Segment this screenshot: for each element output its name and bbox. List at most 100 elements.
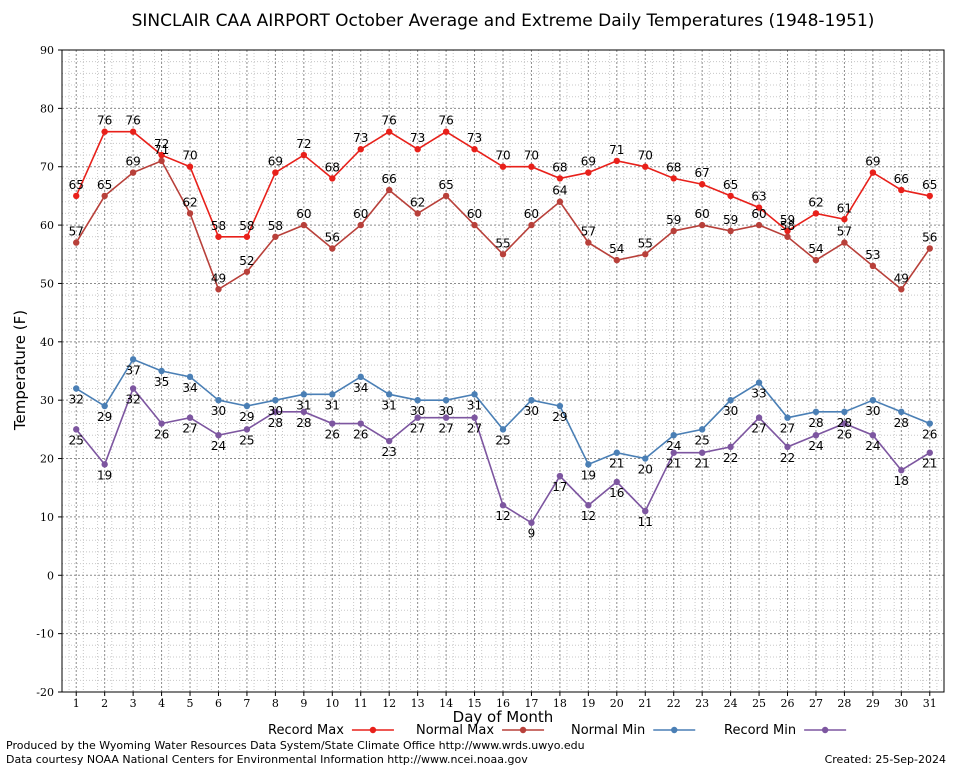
record-min-data-label: 25 bbox=[69, 433, 84, 447]
x-tick-label: 17 bbox=[524, 697, 538, 710]
record-min-point bbox=[272, 408, 279, 416]
normal-min-data-label: 35 bbox=[154, 375, 169, 389]
record-max-data-label: 69 bbox=[865, 155, 880, 169]
normal-max-point bbox=[812, 256, 820, 264]
record-max-data-label: 58 bbox=[211, 219, 226, 233]
x-tick-label: 10 bbox=[325, 697, 339, 710]
record-min-data-label: 24 bbox=[211, 439, 226, 453]
record-max-data-label: 61 bbox=[837, 201, 852, 215]
normal-min-point bbox=[101, 402, 108, 410]
x-tick-label: 2 bbox=[101, 697, 108, 710]
record-max-point bbox=[727, 192, 734, 200]
record-min-point bbox=[528, 519, 535, 526]
record-max-data-label: 65 bbox=[922, 178, 937, 192]
record-max-point bbox=[528, 163, 535, 170]
normal-min-data-label: 30 bbox=[410, 404, 425, 418]
record-min-point bbox=[698, 449, 706, 456]
x-tick-label: 16 bbox=[496, 697, 510, 710]
record-min-data-label: 27 bbox=[182, 422, 197, 436]
normal-max-point bbox=[755, 221, 763, 229]
record-min-point bbox=[414, 414, 421, 421]
record-min-point bbox=[642, 507, 649, 515]
y-tick-label: 20 bbox=[40, 453, 54, 466]
record-max-point bbox=[755, 204, 763, 211]
normal-max-point bbox=[471, 221, 478, 229]
y-tick-label: 30 bbox=[40, 394, 54, 407]
normal-min-data-label: 28 bbox=[837, 416, 852, 430]
record-min-point bbox=[670, 449, 677, 456]
record-max-data-label: 70 bbox=[182, 149, 197, 163]
record-min-data-label: 23 bbox=[382, 445, 397, 459]
record-max-point bbox=[698, 181, 706, 188]
normal-max-point bbox=[186, 210, 194, 217]
record-min-point bbox=[329, 420, 336, 427]
record-max-data-label: 73 bbox=[467, 131, 482, 145]
normal-max-data-label: 60 bbox=[695, 207, 710, 221]
normal-max-data-label: 54 bbox=[609, 242, 624, 256]
normal-min-point bbox=[186, 373, 194, 381]
normal-max-data-label: 62 bbox=[410, 195, 425, 209]
normal-max-data-label: 58 bbox=[268, 219, 283, 233]
normal-min-point bbox=[727, 396, 734, 404]
record-min-data-label: 24 bbox=[808, 439, 823, 453]
record-min-data-label: 18 bbox=[894, 474, 909, 488]
record-max-point bbox=[129, 128, 137, 135]
record-min-point bbox=[812, 432, 820, 439]
y-tick-label: 50 bbox=[40, 277, 54, 290]
record-max-data-label: 73 bbox=[353, 131, 368, 145]
footer-data-courtesy: Data courtesy NOAA National Centers for … bbox=[6, 753, 528, 766]
normal-max-data-label: 57 bbox=[837, 225, 852, 239]
normal-max-data-label: 60 bbox=[524, 207, 539, 221]
record-min-point bbox=[357, 420, 364, 427]
normal-max-data-label: 60 bbox=[353, 207, 368, 221]
normal-max-data-label: 65 bbox=[438, 178, 453, 192]
normal-max-point bbox=[329, 245, 336, 252]
normal-max-point bbox=[642, 251, 649, 258]
normal-max-point bbox=[556, 198, 564, 205]
legend-marker-normal-max bbox=[519, 726, 527, 734]
record-min-point bbox=[755, 414, 763, 421]
normal-min-point bbox=[670, 432, 677, 439]
record-min-point bbox=[442, 414, 450, 421]
normal-max-data-label: 49 bbox=[894, 271, 909, 285]
normal-min-data-label: 27 bbox=[780, 422, 795, 436]
normal-max-point bbox=[499, 251, 507, 258]
record-max-point bbox=[841, 216, 848, 223]
normal-max-data-label: 64 bbox=[552, 184, 567, 198]
legend-marker-record-min bbox=[821, 726, 829, 734]
record-max-data-label: 76 bbox=[438, 114, 453, 128]
record-min-point bbox=[585, 502, 592, 509]
normal-max-point bbox=[784, 233, 791, 240]
record-min-data-label: 19 bbox=[97, 468, 112, 482]
record-max-data-label: 58 bbox=[239, 219, 254, 233]
normal-max-point bbox=[73, 239, 80, 246]
record-min-point bbox=[471, 414, 478, 421]
normal-max-point bbox=[243, 268, 251, 275]
normal-max-point bbox=[869, 262, 877, 270]
record-max-point bbox=[442, 128, 450, 135]
record-max-point bbox=[499, 163, 507, 170]
normal-min-data-label: 25 bbox=[695, 433, 710, 447]
normal-max-point bbox=[101, 192, 108, 200]
chart-title: SINCLAIR CAA AIRPORT October Average and… bbox=[132, 11, 875, 31]
record-max-data-label: 76 bbox=[382, 114, 397, 128]
normal-min-point bbox=[784, 414, 791, 421]
record-min-data-label: 21 bbox=[922, 457, 937, 471]
record-min-point bbox=[841, 420, 848, 427]
y-tick-label: 90 bbox=[40, 44, 54, 57]
legend: Record Max Normal Max Normal Min Record Min bbox=[268, 723, 847, 738]
y-tick-label: 80 bbox=[40, 102, 54, 115]
x-tick-label: 14 bbox=[439, 697, 453, 710]
normal-min-point bbox=[642, 455, 649, 462]
x-tick-label: 6 bbox=[215, 697, 222, 710]
normal-max-data-label: 59 bbox=[723, 213, 738, 227]
legend-label-record-max: Record Max bbox=[268, 723, 344, 738]
normal-max-data-label: 57 bbox=[581, 225, 596, 239]
record-min-data-label: 26 bbox=[353, 428, 368, 442]
normal-min-data-label: 19 bbox=[581, 468, 596, 482]
record-min-data-label: 27 bbox=[467, 422, 482, 436]
normal-min-data-label: 30 bbox=[211, 404, 226, 418]
record-max-point bbox=[243, 233, 251, 240]
